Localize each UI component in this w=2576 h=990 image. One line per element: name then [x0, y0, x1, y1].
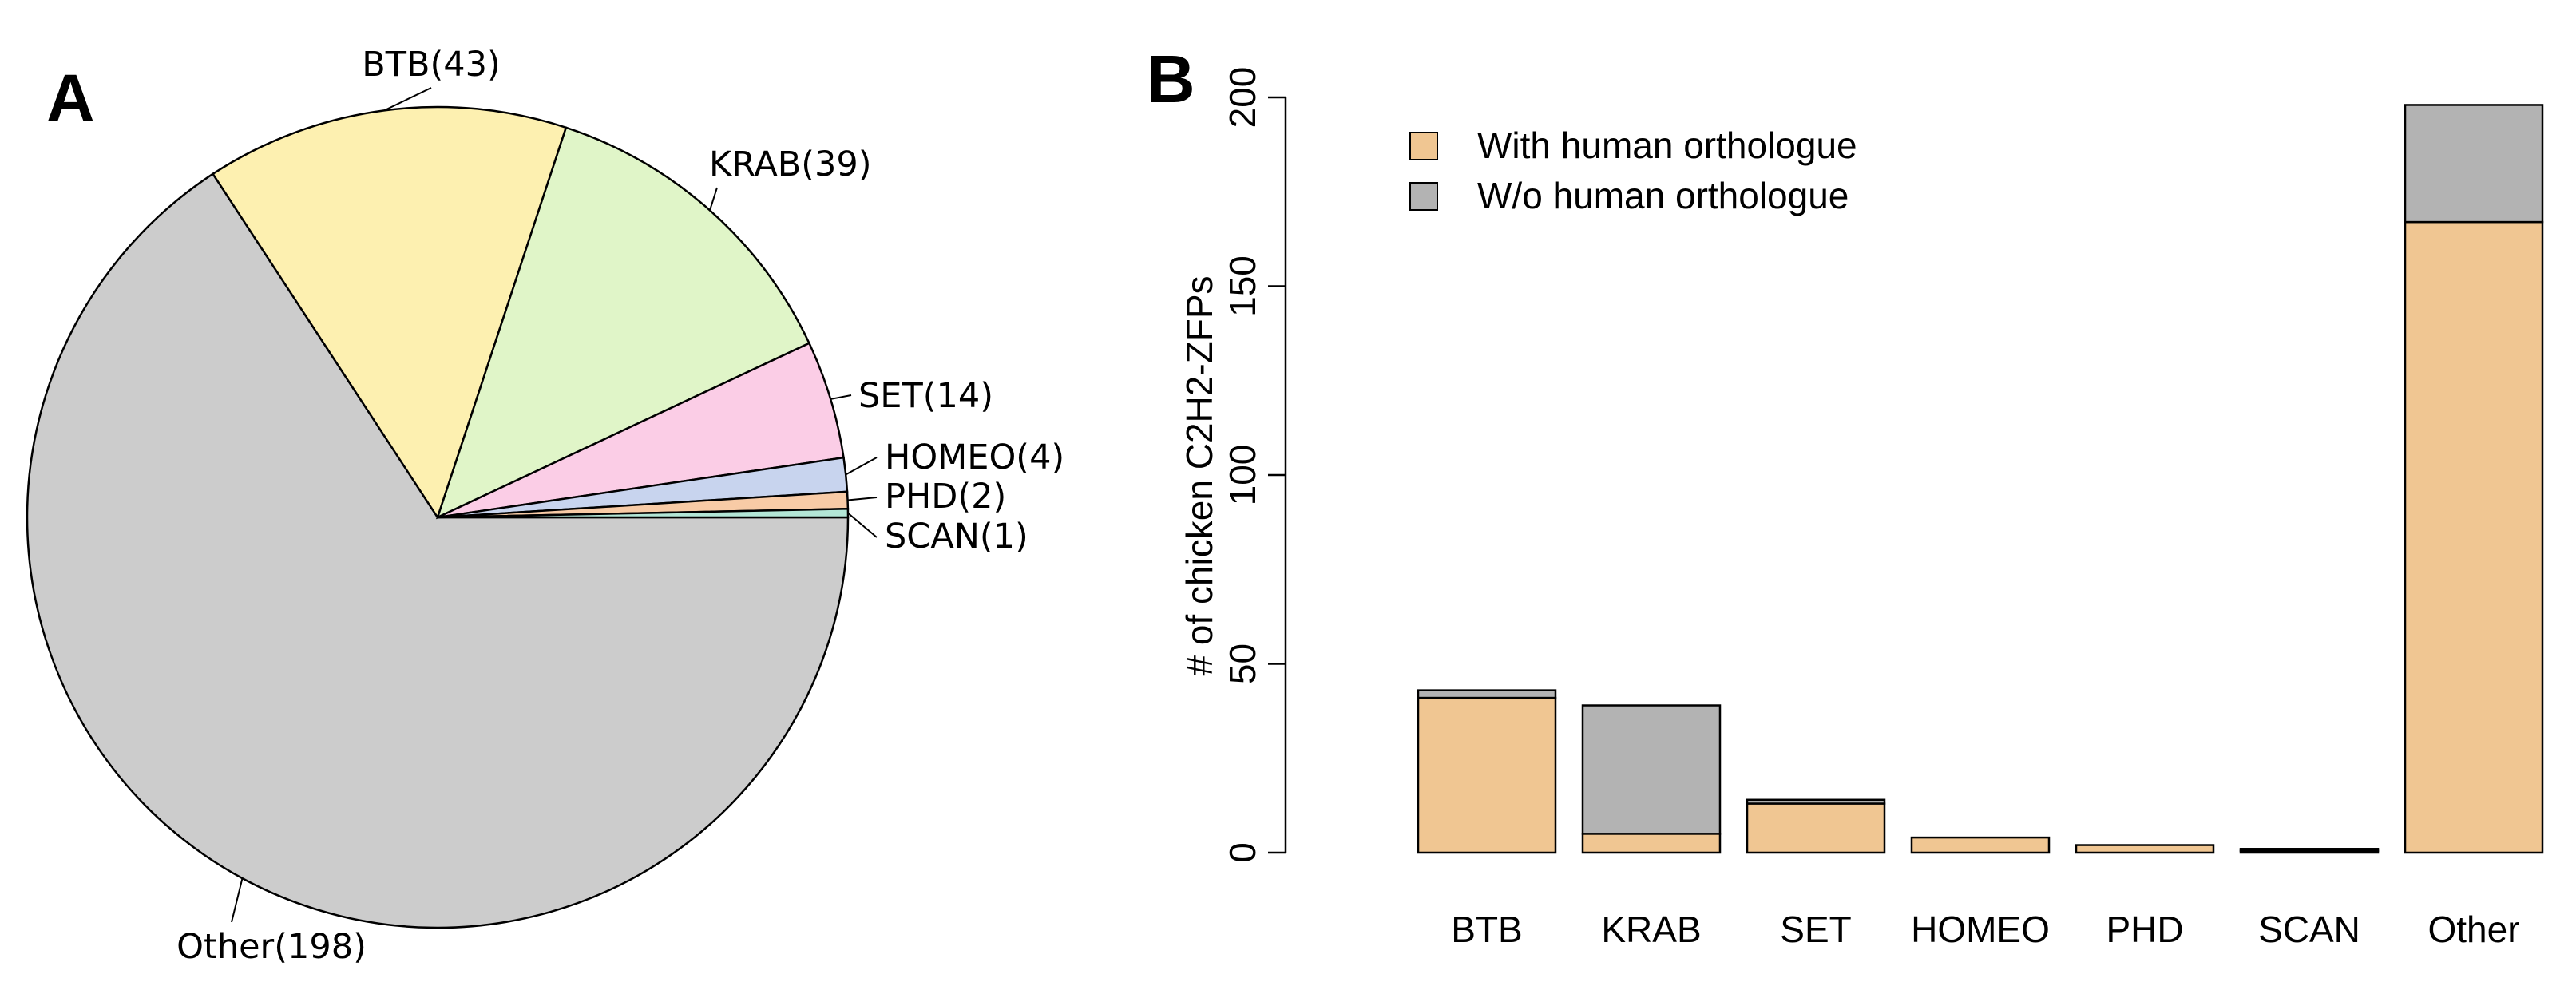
- pie-label-krab: KRAB(39): [709, 145, 872, 184]
- legend-swatch-with-orthologue: [1409, 132, 1438, 160]
- pie-label-btb: BTB(43): [362, 45, 501, 85]
- y-tick-label-100: 100: [1222, 445, 1263, 506]
- bar-other-with-orthologue: [2404, 220, 2544, 854]
- pie-leader-phd: [847, 497, 878, 501]
- x-tick-label-other: Other: [2427, 909, 2519, 950]
- legend-swatch-without-orthologue: [1409, 182, 1438, 211]
- legend-without-orthologue: W/o human orthologue: [1477, 175, 1849, 216]
- bar-homeo-with-orthologue: [1910, 836, 2051, 854]
- pie-leader-homeo: [845, 457, 878, 476]
- pie-leader-set: [830, 394, 852, 400]
- pie-label-set: SET(14): [858, 376, 993, 416]
- panel-label-a: A: [46, 61, 95, 136]
- bar-chart: # of chicken C2H2-ZFPs With human orthol…: [1179, 67, 2544, 950]
- pie-leader-krab: [709, 187, 718, 211]
- panel-label-b: B: [1147, 42, 1195, 117]
- y-tick-label-0: 0: [1222, 842, 1263, 863]
- y-axis-label: # of chicken C2H2-ZFPs: [1179, 275, 1220, 675]
- bar-scan-without-orthologue: [2239, 848, 2380, 852]
- x-tick-label-btb: BTB: [1451, 909, 1522, 950]
- x-tick-label-krab: KRAB: [1601, 909, 1701, 950]
- pie-slice-btb: [211, 105, 568, 520]
- y-tick-label-200: 200: [1222, 67, 1263, 129]
- x-tick-label-phd: PHD: [2106, 909, 2183, 950]
- y-tick-label-150: 150: [1222, 255, 1263, 317]
- x-tick-label-set: SET: [1780, 909, 1851, 950]
- pie-leader-other: [231, 877, 244, 923]
- bar-phd-with-orthologue: [2075, 844, 2215, 854]
- bar-other-without-orthologue: [2404, 104, 2544, 224]
- bar-set-without-orthologue: [1746, 798, 1886, 805]
- pie-label-scan: SCAN(1): [885, 517, 1028, 556]
- legend-with-orthologue: With human orthologue: [1477, 125, 1857, 166]
- pie-label-other: Other(198): [176, 927, 367, 967]
- pie-label-phd: PHD(2): [885, 477, 1006, 517]
- bar-krab-without-orthologue: [1581, 704, 1722, 835]
- pie-chart: Other(198) BTB(43) KRAB(39) SET(14) HOMEO(4)…: [26, 45, 1064, 967]
- pie-slice-scan: [437, 507, 850, 519]
- pie-leader-btb: [383, 87, 432, 112]
- pie-leader-scan: [847, 512, 878, 538]
- pie-label-homeo: HOMEO(4): [885, 438, 1064, 477]
- x-tick-label-scan: SCAN: [2258, 909, 2360, 950]
- y-tick-label-50: 50: [1222, 644, 1263, 684]
- pie-slice-other: [26, 172, 850, 929]
- pie-slice-krab: [435, 126, 811, 520]
- bar-btb-without-orthologue: [1417, 689, 1557, 699]
- bar-krab-with-orthologue: [1581, 833, 1722, 854]
- bar-set-with-orthologue: [1746, 802, 1886, 854]
- x-tick-label-homeo: HOMEO: [1911, 909, 2050, 950]
- legend: With human orthologue W/o human ortholog…: [1409, 125, 1857, 216]
- bar-btb-with-orthologue: [1417, 696, 1557, 854]
